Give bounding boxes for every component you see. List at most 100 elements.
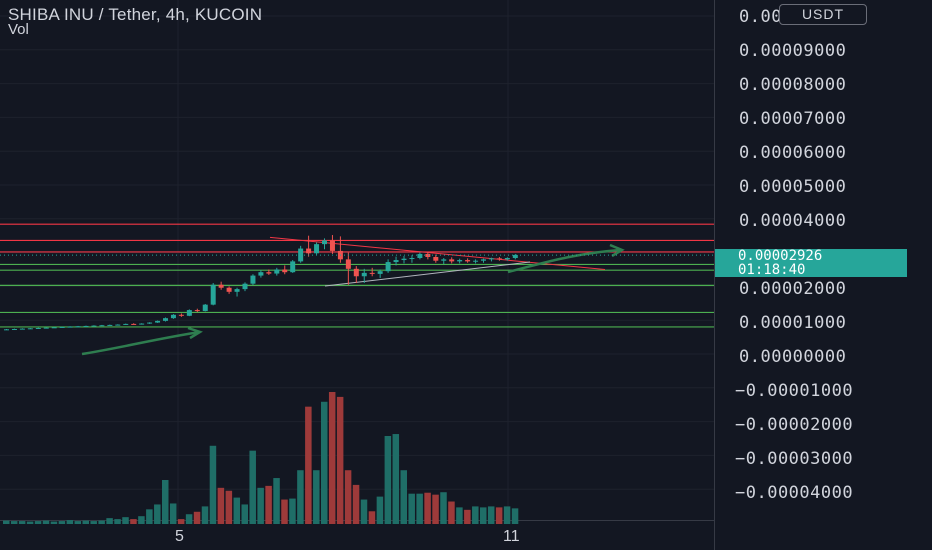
volume-bar	[401, 470, 408, 524]
price-label: −0.00003000	[735, 449, 853, 469]
volume-bar	[226, 491, 233, 524]
volume-bar	[448, 502, 455, 524]
volume-bar	[90, 521, 97, 524]
volume-bar	[408, 494, 415, 524]
volume-bar	[98, 521, 105, 524]
time-label: 5	[175, 528, 184, 546]
candle-body	[402, 259, 407, 260]
volume-bar	[194, 512, 201, 524]
volume-bar	[242, 504, 249, 524]
candle-body	[409, 258, 414, 259]
candle-body	[465, 260, 470, 261]
candle-body	[362, 273, 367, 276]
candle-body	[441, 259, 446, 260]
candle-body	[115, 325, 120, 326]
candle-body	[370, 273, 375, 274]
volume-bar	[234, 498, 241, 524]
bar-countdown: 01:18:40	[738, 263, 907, 277]
volume-indicator-label[interactable]: Vol	[8, 21, 29, 38]
volume-bar	[329, 392, 336, 524]
volume-bar	[106, 518, 113, 524]
candle-body	[330, 240, 335, 250]
arrow-annotation	[82, 332, 200, 354]
volume-bar	[75, 521, 82, 524]
candle-body	[386, 262, 391, 271]
currency-button[interactable]: USDT	[779, 4, 867, 25]
volume-bar	[83, 521, 90, 524]
current-price-value: 0.00002926	[738, 249, 907, 263]
volume-bar	[488, 506, 495, 524]
volume-bar	[122, 517, 129, 524]
volume-bar	[281, 500, 288, 524]
candle-body	[394, 260, 399, 262]
volume-bar	[146, 509, 153, 524]
candle-body	[28, 328, 33, 329]
chart-title: SHIBA INU / Tether, 4h, KUCOIN	[8, 5, 262, 25]
volume-bar	[162, 480, 169, 524]
volume-bar	[416, 494, 423, 524]
volume-bar	[35, 521, 42, 524]
volume-bar	[385, 436, 392, 524]
time-label: 11	[503, 528, 520, 546]
candle-body	[91, 326, 96, 327]
volume-bar	[345, 470, 352, 524]
volume-bar	[186, 514, 193, 524]
price-label: −0.00002000	[735, 415, 853, 435]
volume-bar	[249, 451, 256, 524]
current-price-label: 0.00002926 01:18:40	[715, 249, 907, 277]
candle-body	[274, 270, 279, 274]
candle-body	[107, 325, 112, 326]
price-label: 0.00000000	[739, 347, 846, 367]
volume-bar	[114, 519, 121, 524]
volume-bar	[43, 521, 50, 524]
volume-bar	[305, 407, 312, 524]
candle-body	[513, 255, 518, 258]
candle-body	[4, 329, 9, 330]
volume-bar	[512, 508, 519, 524]
candle-body	[489, 258, 494, 259]
candle-body	[171, 315, 176, 318]
candle-body	[425, 254, 430, 257]
candle-body	[139, 324, 144, 325]
volume-bar	[202, 506, 209, 524]
candle-body	[282, 270, 287, 273]
candle-body	[123, 324, 128, 325]
candle-body	[481, 259, 486, 260]
volume-bar	[257, 488, 264, 524]
volume-bar	[210, 446, 217, 524]
volume-bar	[11, 521, 18, 524]
volume-bar	[424, 493, 431, 524]
volume-bar	[480, 507, 487, 524]
price-label: 0.00005000	[739, 177, 846, 197]
volume-bar	[496, 507, 503, 524]
volume-bar	[154, 504, 161, 524]
candle-body	[211, 285, 216, 305]
volume-bar	[464, 510, 471, 524]
candle-body	[473, 261, 478, 262]
candle-body	[449, 259, 454, 261]
candle-body	[378, 271, 383, 274]
volume-bar	[313, 470, 320, 524]
volume-bar	[504, 506, 511, 524]
candle-body	[354, 269, 359, 276]
candle-body	[243, 284, 248, 289]
arrow-annotation	[508, 250, 620, 272]
volume-bar	[289, 499, 296, 524]
candle-body	[99, 325, 104, 326]
candle-body	[44, 328, 49, 329]
price-label: 0.00001000	[739, 313, 846, 333]
candle-body	[457, 260, 462, 261]
volume-bar	[265, 486, 272, 524]
candle-body	[346, 259, 351, 268]
volume-bar	[393, 434, 400, 524]
candle-body	[266, 272, 271, 273]
candle-body	[68, 327, 73, 328]
volume-bar	[27, 522, 33, 524]
candle-body	[322, 240, 327, 244]
volume-bar	[321, 402, 328, 524]
candle-body	[60, 327, 65, 328]
volume-bar	[353, 485, 360, 524]
candle-body	[290, 261, 295, 272]
price-label: −0.00001000	[735, 381, 853, 401]
